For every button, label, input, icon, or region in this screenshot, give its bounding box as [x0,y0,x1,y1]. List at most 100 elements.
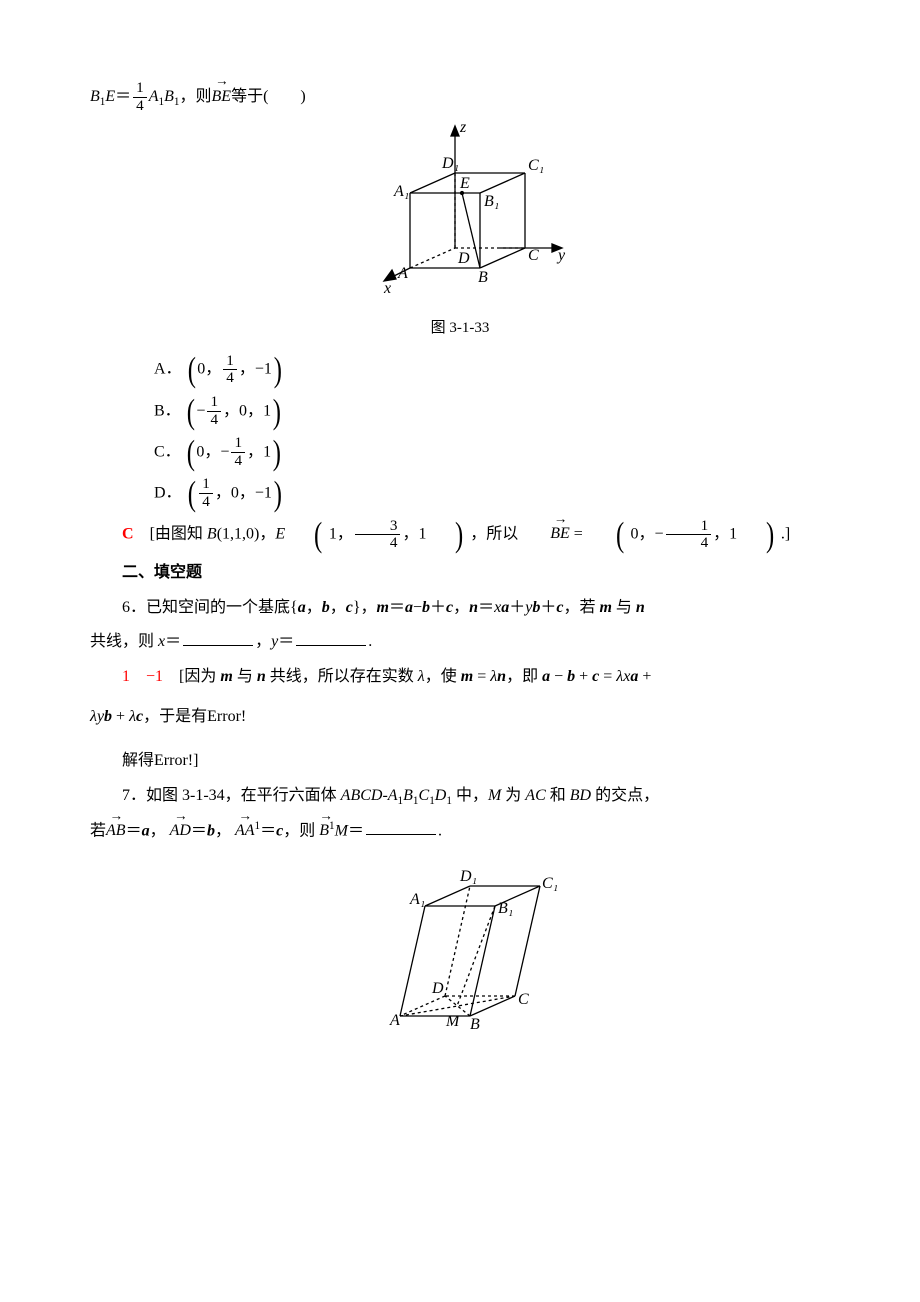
v: a [405,599,413,616]
t: ＝ [191,822,207,839]
t: ] [193,752,198,769]
n: 1 [199,476,213,494]
den: 4 [133,98,147,115]
t: ＋ [430,599,446,616]
n: 1 [329,525,337,542]
v: m [220,668,232,685]
t: 与 [233,668,257,685]
t: 为 [501,787,525,804]
n: 1 [418,525,426,542]
lbl: B₁ [498,900,513,917]
t: ＝ [260,822,276,839]
ans-val: −1 [146,668,163,685]
t: (1,1,0)， [217,525,276,542]
t: [因为 [163,668,220,685]
txt: ，则 [180,88,212,105]
opt-label: B． [154,402,181,419]
lbl: C₁ [542,875,558,892]
txt: A [149,88,159,105]
fig1-caption: 图 3-1-33 [90,314,830,343]
t: 共线，所以存在实数 [266,668,418,685]
lbl: A [397,265,408,282]
t: . [438,822,442,839]
opt-label: C． [154,443,181,460]
txt: B [90,88,100,105]
frac: 14 [133,80,147,114]
lbl: A₁ [393,183,409,200]
num: 1 [133,80,147,98]
ans-val: 1 [122,668,130,685]
blank-y [296,629,366,646]
lbl: z [459,119,467,136]
vector-BE: →BE [212,82,232,112]
v: b [322,599,330,616]
t: 共线，则 [90,633,158,650]
t: ＋ [540,599,556,616]
s: ， [223,402,239,419]
t: ＝ [348,822,364,839]
v: AD [170,822,191,839]
t: ， [330,599,346,616]
n: 4 [355,535,401,552]
s: ， [239,361,255,378]
v: a [501,599,509,616]
lbl: x [383,280,391,297]
blank-b1m [366,818,436,835]
s: ， [205,361,221,378]
v: BE [550,525,570,542]
n: 4 [223,370,237,387]
eq: ＝ [115,88,131,105]
t: − [550,668,567,685]
t: ＝ [389,599,405,616]
t: ，于是有 [143,708,207,725]
t: 中， [452,787,488,804]
question-6-line2: 共线，则 x＝，y＝. [90,627,830,657]
txt: E [105,88,115,105]
v: B [403,787,413,804]
n: 4 [231,453,245,470]
t: 若 [90,822,106,839]
answer-5: C [由图知 B(1,1,0)，E(1，34，1)，所以→BE = (0，−14… [90,517,830,552]
txt: B [164,88,174,105]
v: BD [570,787,591,804]
n: − [220,443,229,460]
t: . [368,633,372,650]
v: n [257,668,266,685]
t: B [207,525,217,542]
s: ， [247,443,263,460]
n: 0 [231,484,239,501]
n: 0 [239,402,247,419]
s: ， [639,525,655,542]
lbl: D [431,980,444,997]
v: λ [129,708,136,725]
t: ＝ [278,633,294,650]
n: 1 [263,402,271,419]
t: ＝ [165,633,181,650]
v: b [104,708,112,725]
n: − [196,402,205,419]
s: ， [239,484,255,501]
v: b [207,822,215,839]
v: m [377,599,389,616]
s: ， [215,484,231,501]
v: AC [525,787,545,804]
question-7-line1: 7．如图 3-1-34，在平行六面体 ABCD-A1B1C1D1 中，M 为 A… [90,781,830,812]
ppd-svg: A B C D A₁ B₁ C₁ D₁ M [360,851,560,1031]
answer-6-line1: 1 −1 [因为 m 与 n 共线，所以存在实数 λ，使 m = λn，即 a … [90,662,830,692]
option-c: C． (0，−14，1) [90,435,830,470]
v: a [298,599,306,616]
vector-AB: →AB [106,816,126,846]
t: 的交点， [591,787,659,804]
error-text: Error! [207,708,246,725]
vector-BE: →BE [518,519,570,549]
t: ， [306,599,322,616]
lbl: C₁ [528,157,544,174]
n: 0 [631,525,639,542]
s: ， [337,525,353,542]
lbl: B [478,269,488,286]
n: 1 [263,443,271,460]
t: ， [255,633,271,650]
lbl: A [389,1012,400,1029]
t: }， [353,599,377,616]
n: 4 [207,412,221,429]
